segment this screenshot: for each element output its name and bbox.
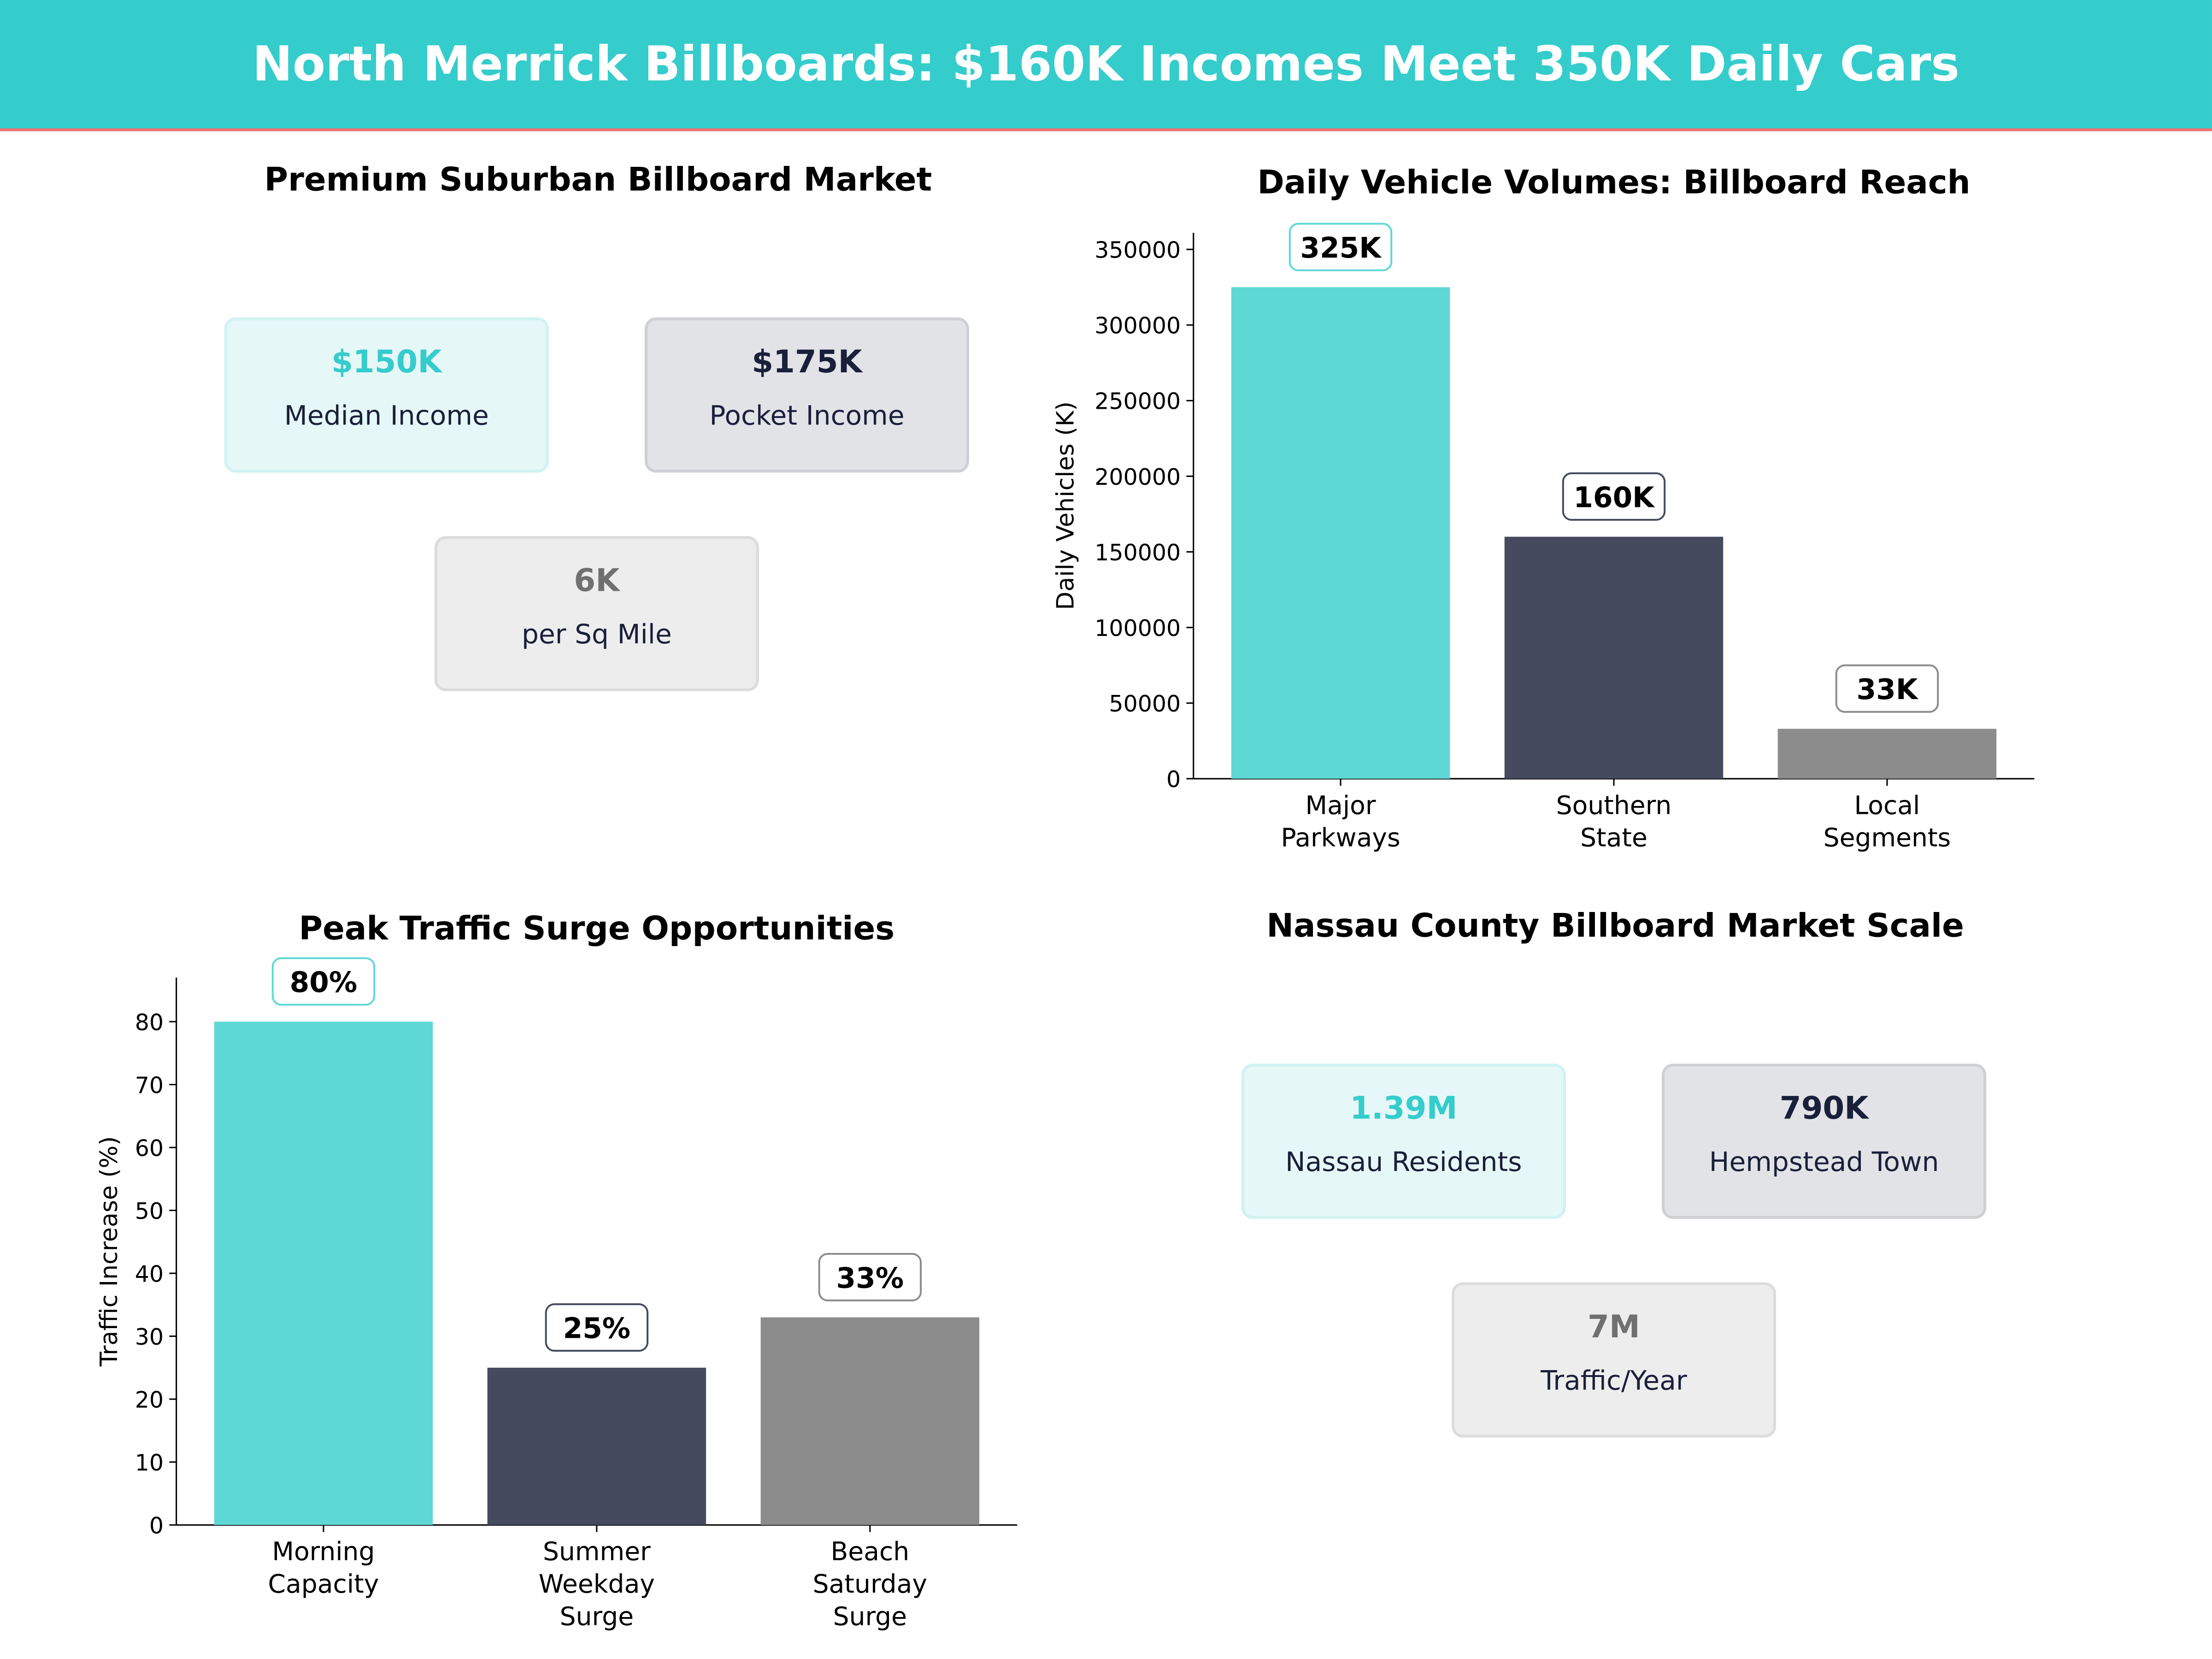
bar-chart: Peak Traffic Surge Opportunities 0 10 20 30 4… [95, 910, 1018, 1631]
bar-chart: Daily Vehicle Volumes: Billboard Reach 0 5… [1052, 163, 2035, 853]
x-tick-label: Parkways [1281, 823, 1400, 853]
stat-value: 790K [1779, 1092, 1869, 1127]
x-tick-label: Major [1306, 790, 1376, 820]
y-tick-label: 80 [135, 1009, 164, 1035]
y-tick-label: 250000 [1094, 388, 1181, 415]
x-tick-label: Local [1854, 790, 1920, 820]
y-tick-label: 60 [135, 1135, 164, 1161]
x-tick-label: State [1580, 823, 1647, 853]
data-label-box [1288, 223, 1393, 271]
data-label: 25% [563, 1312, 631, 1345]
y-tick-label: 0 [149, 1513, 164, 1539]
y-tick-label: 200000 [1094, 464, 1181, 490]
y-tick-label: 30 [135, 1324, 164, 1350]
stat-card-nassau-residents: 1.39M Nassau Residents [1241, 1064, 1566, 1219]
stat-value: 7M [1588, 1310, 1640, 1346]
stat-label: per Sq Mile [522, 619, 672, 651]
x-tick-label: Surge [833, 1602, 907, 1631]
panel-title-market: Premium Suburban Billboard Market [264, 162, 932, 199]
x-tick-label: Summer [543, 1537, 651, 1566]
header-banner: North Merrick Billboards: $160K Incomes … [0, 0, 2212, 131]
y-tick-label: 50000 [1109, 691, 1181, 717]
bar [214, 1021, 433, 1525]
bar [1504, 536, 1724, 779]
data-label: 33K [1857, 673, 1919, 706]
y-tick-label: 50 [135, 1198, 164, 1224]
data-label-box [1562, 472, 1666, 521]
data-label-box [271, 957, 376, 1006]
x-tick-label: Beach [831, 1537, 910, 1566]
chart-title: Daily Vehicle Volumes: Billboard Reach [1257, 163, 1970, 201]
bar [760, 1317, 980, 1525]
stat-label: Median Income [284, 400, 489, 432]
y-axis-label: Daily Vehicles (K) [1052, 401, 1080, 610]
stat-value: 6K [574, 564, 620, 600]
y-tick-label: 20 [135, 1387, 164, 1413]
panel-title-scale: Nassau County Billboard Market Scale [1266, 908, 1964, 946]
data-label: 80% [290, 966, 358, 999]
x-tick-label: Capacity [268, 1569, 379, 1599]
y-tick-label: 100000 [1094, 615, 1181, 641]
y-tick-label: 150000 [1094, 540, 1181, 566]
stat-card-hempstead-town: 790K Hempstead Town [1662, 1064, 1987, 1219]
stat-card-density: 6K per Sq Mile [434, 536, 759, 691]
stat-card-traffic-year: 7M Traffic/Year [1451, 1282, 1777, 1438]
data-label: 325K [1300, 232, 1382, 265]
y-tick-label: 0 [1166, 766, 1181, 793]
stat-card-median-income: $150K Median Income [224, 317, 549, 473]
data-label-box [545, 1303, 649, 1352]
bar [1777, 729, 1997, 779]
data-label: 33% [836, 1262, 904, 1294]
stat-value: 1.39M [1350, 1092, 1458, 1127]
bar [487, 1367, 706, 1525]
y-tick-label: 10 [135, 1450, 164, 1476]
x-tick-label: Saturday [813, 1569, 927, 1599]
y-tick-label: 40 [135, 1261, 164, 1287]
y-axis-label: Traffic Increase (%) [95, 1136, 123, 1367]
y-tick-label: 300000 [1094, 313, 1181, 339]
stat-value: $175K [752, 345, 862, 381]
data-label: 160K [1573, 481, 1655, 514]
stat-label: Pocket Income [709, 400, 905, 432]
x-tick-label: Morning [272, 1537, 375, 1566]
data-label-box [1835, 664, 1939, 713]
stat-card-pocket-income: $175K Pocket Income [644, 317, 970, 473]
y-tick-label: 70 [135, 1072, 164, 1099]
stat-value: $150K [331, 345, 442, 381]
bar [1231, 287, 1450, 779]
x-tick-label: Segments [1824, 823, 1951, 853]
y-tick-label: 350000 [1094, 237, 1181, 264]
page-title: North Merrick Billboards: $160K Incomes … [252, 36, 1960, 93]
stat-label: Hempstead Town [1709, 1147, 1939, 1178]
x-tick-label: Weekday [539, 1569, 655, 1599]
chart-title: Peak Traffic Surge Opportunities [299, 910, 895, 947]
data-label-box [818, 1253, 922, 1301]
stat-label: Traffic/Year [1541, 1365, 1687, 1397]
x-tick-label: Surge [560, 1602, 634, 1631]
x-tick-label: Southern [1556, 790, 1672, 820]
stat-label: Nassau Residents [1285, 1147, 1522, 1178]
